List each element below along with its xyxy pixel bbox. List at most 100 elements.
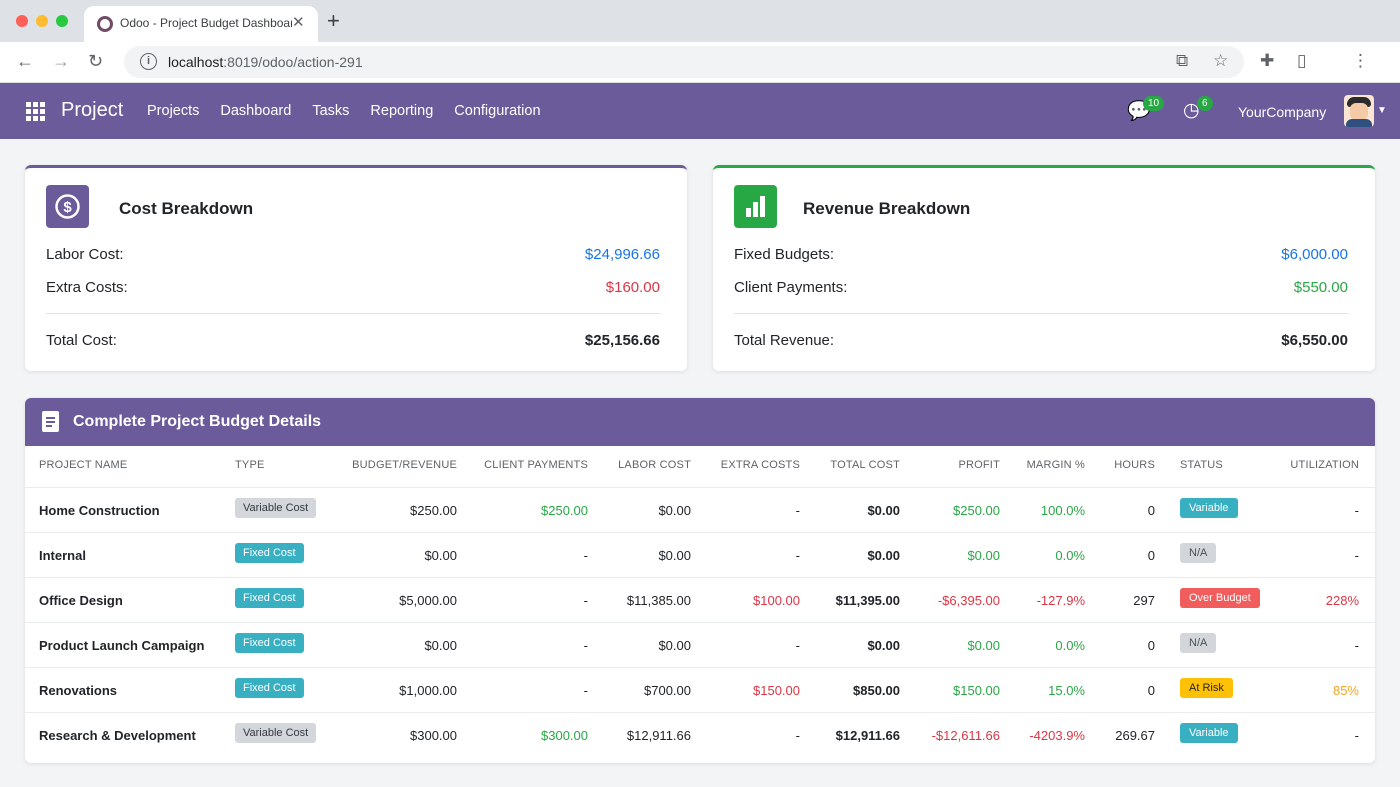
table-row[interactable]: Product Launch Campaign Fixed Cost $0.00…: [25, 622, 1375, 667]
back-arrow-icon[interactable]: ←: [16, 51, 34, 71]
labor-cost-cell: $0.00: [658, 503, 691, 518]
column-header-type[interactable]: TYPE: [235, 459, 265, 471]
column-header-utilization[interactable]: UTILIZATION: [1290, 459, 1359, 471]
minimize-window-button[interactable]: [36, 15, 48, 27]
company-switcher[interactable]: YourCompany: [1238, 104, 1327, 120]
project-budget-table-card: Complete Project Budget Details PROJECT …: [25, 398, 1375, 763]
url-text[interactable]: localhost:8019/odoo/action-291: [168, 54, 363, 70]
column-header-total-cost[interactable]: TOTAL COST: [830, 459, 900, 471]
maximize-window-button[interactable]: [56, 15, 68, 27]
bar-chart-icon: [734, 185, 777, 228]
table-row[interactable]: Home Construction Variable Cost $250.00 …: [25, 487, 1375, 532]
close-window-button[interactable]: [16, 15, 28, 27]
extensions-puzzle-icon[interactable]: ✚: [1260, 51, 1275, 70]
hours-cell: 0: [1147, 638, 1155, 653]
status-badge: N/A: [1180, 543, 1217, 563]
budget-cell: $0.00: [424, 638, 457, 653]
client-payments-label: Client Payments:: [734, 279, 848, 296]
project-name-cell[interactable]: Renovations: [39, 683, 118, 698]
total-cost-cell: $11,395.00: [835, 593, 900, 608]
browser-tab[interactable]: Odoo - Project Budget Dashboard ✕: [84, 6, 318, 42]
browser-menu-icon[interactable]: ⋮: [1352, 51, 1369, 70]
extra-costs-cell: -: [795, 503, 800, 518]
column-header-labor-cost[interactable]: LABOR COST: [618, 459, 691, 471]
table-row[interactable]: Office Design Fixed Cost $5,000.00 - $11…: [25, 577, 1375, 622]
column-header-profit[interactable]: PROFIT: [958, 459, 1000, 471]
bookmark-star-icon[interactable]: ☆: [1213, 51, 1229, 70]
revenue-breakdown-title: Revenue Breakdown: [803, 199, 971, 218]
labor-cost-value: $24,996.66: [584, 246, 660, 263]
menu-item-reporting[interactable]: Reporting: [370, 103, 434, 119]
extra-costs-cell: -: [795, 638, 800, 653]
install-app-icon[interactable]: ⧉: [1176, 51, 1189, 70]
hours-cell: 297: [1133, 593, 1155, 608]
total-cost-cell: $12,911.66: [835, 728, 900, 743]
fixed-budgets-value: $6,000.00: [1281, 246, 1348, 263]
total-cost-cell: $850.00: [853, 683, 900, 698]
column-header-hours[interactable]: HOURS: [1114, 459, 1155, 471]
column-header-budget-revenue[interactable]: BUDGET/REVENUE: [352, 459, 457, 471]
utilization-cell: -: [1354, 503, 1359, 518]
project-name-cell[interactable]: Internal: [39, 548, 86, 563]
column-header-margin[interactable]: MARGIN %: [1026, 459, 1085, 471]
apps-grid-icon[interactable]: [26, 102, 45, 121]
messages-count-badge: 10: [1143, 96, 1165, 111]
new-tab-icon[interactable]: +: [327, 8, 340, 33]
cost-breakdown-title: Cost Breakdown: [119, 199, 254, 218]
profit-cell: $0.00: [967, 548, 1000, 563]
type-badge: Variable Cost: [235, 498, 317, 518]
profit-cell: -$6,395.00: [937, 593, 1000, 608]
table-row[interactable]: Renovations Fixed Cost $1,000.00 - $700.…: [25, 667, 1375, 712]
total-revenue-value: $6,550.00: [1281, 332, 1348, 349]
menu-item-tasks[interactable]: Tasks: [312, 103, 350, 119]
user-avatar[interactable]: [1344, 95, 1374, 127]
extra-costs-cell: -: [795, 548, 800, 563]
client-payments-value: $550.00: [1293, 279, 1348, 296]
budget-cell: $5,000.00: [399, 593, 457, 608]
app-brand[interactable]: Project: [61, 99, 124, 121]
close-tab-icon[interactable]: ✕: [292, 14, 305, 31]
status-badge: At Risk: [1180, 678, 1233, 698]
project-name-cell[interactable]: Research & Development: [39, 728, 196, 743]
side-panel-icon[interactable]: ▯: [1297, 51, 1307, 70]
table-row[interactable]: Internal Fixed Cost $0.00 - $0.00 - $0.0…: [25, 532, 1375, 577]
extra-costs-cell: $150.00: [753, 683, 800, 698]
column-header-extra-costs[interactable]: EXTRA COSTS: [720, 459, 800, 471]
menu-item-projects[interactable]: Projects: [147, 103, 200, 119]
user-menu-chevron-down-icon[interactable]: ▼: [1377, 105, 1387, 116]
budget-cell: $300.00: [410, 728, 457, 743]
project-name-cell[interactable]: Product Launch Campaign: [39, 638, 205, 653]
total-cost-cell: $0.00: [867, 548, 900, 563]
column-header-project-name[interactable]: PROJECT NAME: [39, 459, 128, 471]
total-cost-cell: $0.00: [867, 638, 900, 653]
utilization-cell: -: [1354, 548, 1359, 563]
margin-cell: 0.0%: [1055, 638, 1085, 653]
column-header-client-payments[interactable]: CLIENT PAYMENTS: [484, 459, 588, 471]
divider: [734, 313, 1348, 314]
type-badge: Fixed Cost: [235, 543, 304, 563]
browser-toolbar: ← → ↻ i localhost:8019/odoo/action-291 ⧉…: [0, 42, 1400, 83]
hours-cell: 0: [1147, 548, 1155, 563]
profit-cell: -$12,611.66: [931, 728, 1000, 743]
address-bar[interactable]: i localhost:8019/odoo/action-291 ⧉ ☆: [124, 46, 1244, 78]
budget-cell: $250.00: [410, 503, 457, 518]
project-name-cell[interactable]: Office Design: [39, 593, 123, 608]
site-info-icon[interactable]: i: [140, 53, 157, 70]
menu-item-dashboard[interactable]: Dashboard: [220, 103, 292, 119]
activities-clock-icon[interactable]: ◷: [1183, 100, 1200, 121]
table-row[interactable]: Research & Development Variable Cost $30…: [25, 712, 1375, 757]
client-payments-cell: $300.00: [541, 728, 588, 743]
margin-cell: -127.9%: [1036, 593, 1085, 608]
hours-cell: 0: [1147, 503, 1155, 518]
forward-arrow-icon[interactable]: →: [52, 51, 70, 71]
client-payments-cell: $250.00: [541, 503, 588, 518]
revenue-breakdown-card: Revenue Breakdown Fixed Budgets: $6,000.…: [713, 165, 1375, 371]
reload-icon[interactable]: ↻: [88, 51, 104, 71]
project-name-cell[interactable]: Home Construction: [39, 503, 160, 518]
type-badge: Fixed Cost: [235, 588, 304, 608]
extra-costs-label: Extra Costs:: [46, 279, 128, 296]
column-header-status[interactable]: STATUS: [1180, 459, 1223, 471]
status-badge: N/A: [1180, 633, 1217, 653]
menu-item-configuration[interactable]: Configuration: [454, 103, 541, 119]
hours-cell: 269.67: [1115, 728, 1155, 743]
